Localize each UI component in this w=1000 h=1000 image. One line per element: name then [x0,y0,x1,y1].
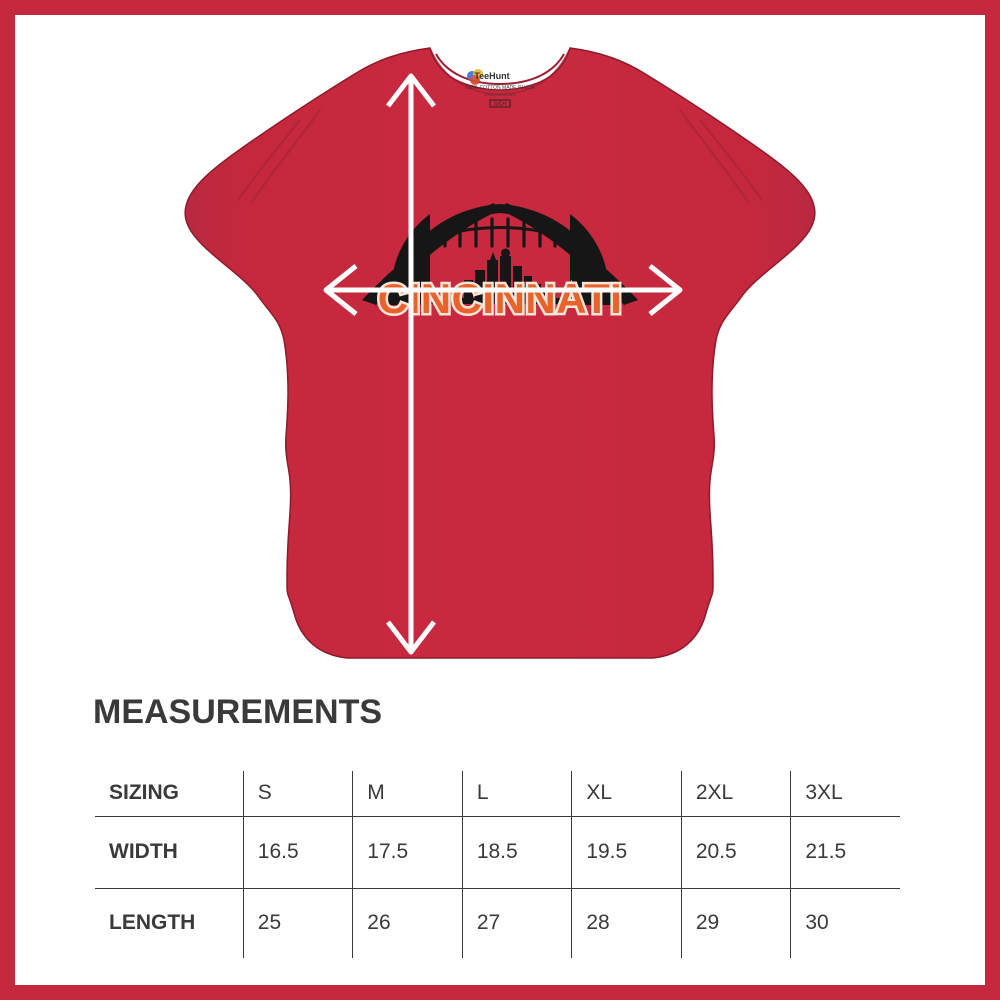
svg-text:TeeHunt: TeeHunt [474,71,509,81]
svg-text:S/CH: S/CH [494,102,506,108]
svg-text:XXXX-XXXX-XXX: XXXX-XXXX-XXX [484,92,516,97]
svg-text:CINCINNATI: CINCINNATI [378,275,623,322]
svg-text:100% COTTON MADE IN USA: 100% COTTON MADE IN USA [465,85,535,91]
